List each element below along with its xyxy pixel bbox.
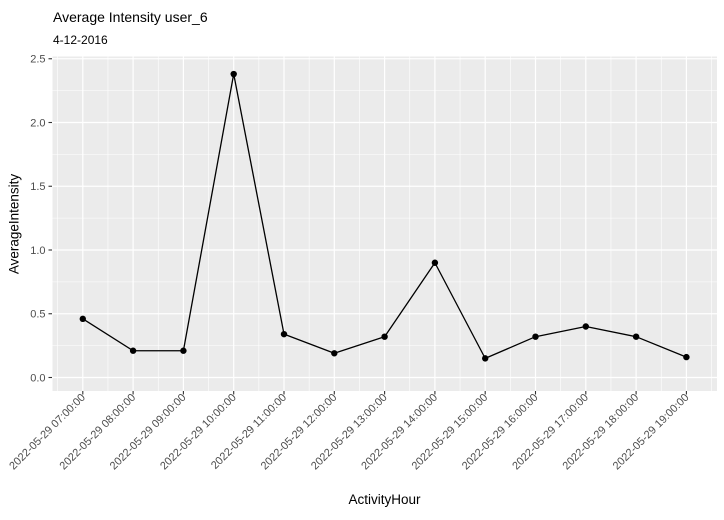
- y-tick-label: 2.0: [30, 117, 45, 129]
- chart-title: Average Intensity user_6: [53, 9, 208, 25]
- data-point: [331, 350, 338, 357]
- data-point: [431, 259, 439, 266]
- x-axis-title: ActivityHour: [348, 492, 421, 507]
- y-tick-label: 0.5: [30, 309, 45, 321]
- data-point: [230, 70, 237, 78]
- data-point: [129, 347, 137, 354]
- data-point: [582, 323, 589, 330]
- data-point: [381, 333, 388, 340]
- chart-subtitle: 4-12-2016: [53, 33, 108, 47]
- data-point: [280, 330, 288, 338]
- data-point: [482, 355, 489, 362]
- y-axis-title: AverageIntensity: [6, 173, 22, 275]
- data-point: [79, 315, 87, 323]
- y-tick-label: 0.0: [30, 372, 45, 384]
- data-point: [532, 333, 539, 340]
- y-tick-label: 2.5: [30, 54, 45, 66]
- y-tick-label: 1.5: [30, 181, 45, 193]
- data-point: [180, 347, 187, 354]
- data-point: [632, 333, 640, 340]
- data-point: [683, 353, 690, 361]
- y-tick-label: 1.0: [30, 245, 45, 257]
